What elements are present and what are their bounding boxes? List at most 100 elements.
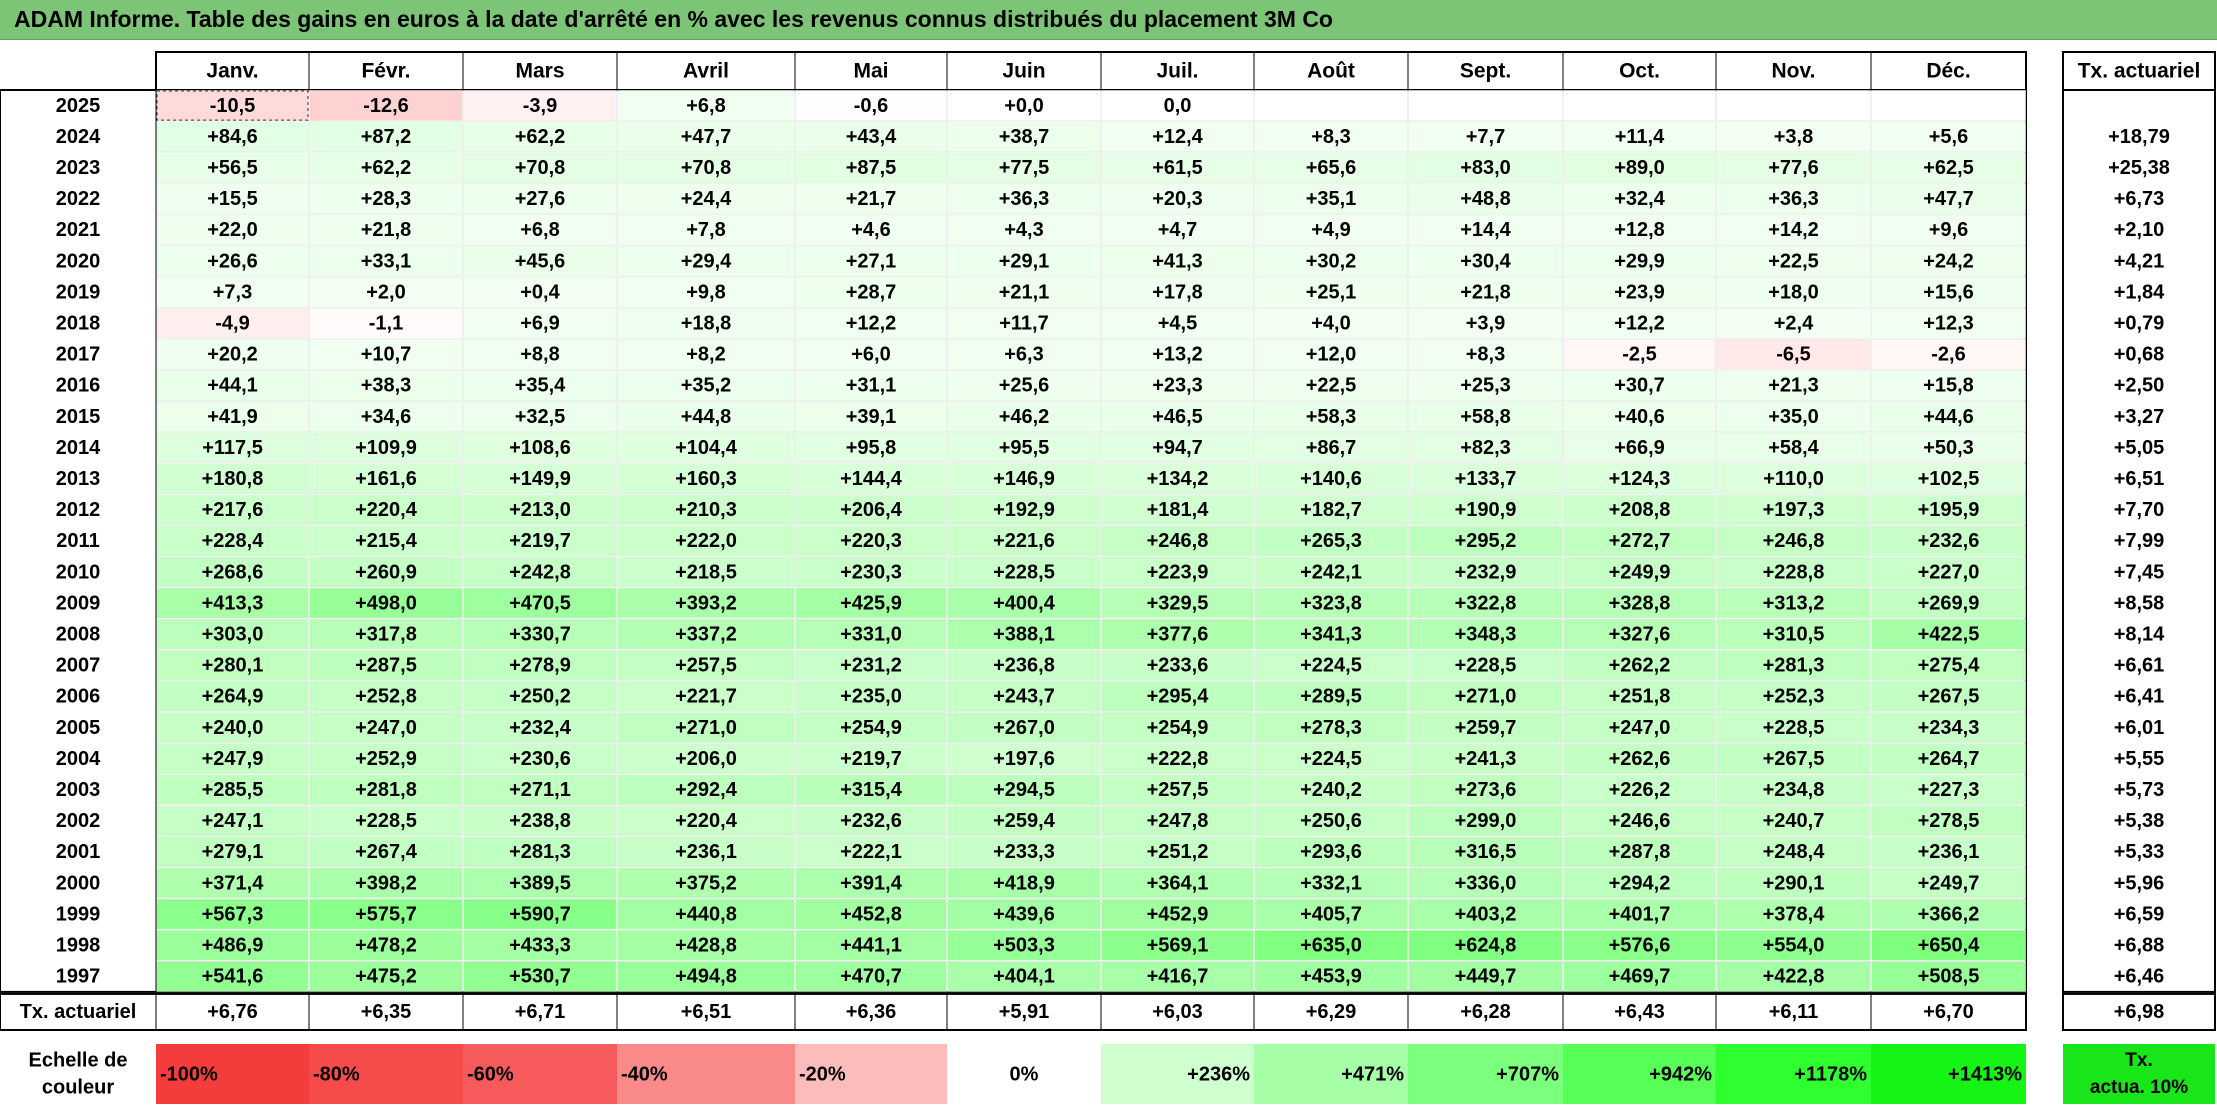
gain-cell [309, 183, 463, 215]
gain-cell [947, 805, 1101, 837]
gain-value: +34,6 [361, 406, 412, 428]
gain-value: +66,9 [1614, 437, 1665, 459]
gain-cell [1871, 338, 2026, 370]
gain-value: +58,4 [1768, 437, 1819, 459]
gain-cell [617, 463, 795, 495]
scale-swatch [947, 1044, 1101, 1104]
gain-value: +310,5 [1763, 624, 1825, 646]
gain-cell [795, 494, 947, 526]
gain-value: +293,6 [1300, 841, 1362, 863]
gain-value: +62,2 [361, 157, 412, 179]
gain-cell [1408, 401, 1563, 432]
gain-value: +222,0 [675, 530, 737, 552]
gain-cell [1871, 463, 2026, 495]
footer-rate-cell [2062, 992, 2216, 1032]
gain-value: +336,0 [1455, 872, 1517, 894]
gain-value: +21,3 [1768, 375, 1819, 397]
gain-value: +250,2 [509, 686, 571, 708]
gain-cell [309, 152, 463, 184]
gain-cell [1563, 307, 1716, 339]
gain-value: +7,7 [1466, 126, 1505, 148]
month-header: Avril [683, 60, 729, 83]
gain-value: +224,5 [1300, 748, 1362, 770]
year-rate: +6,46 [2114, 966, 2165, 988]
gain-value: +257,5 [1147, 779, 1209, 801]
gain-value: +7,8 [686, 219, 725, 241]
gain-value: +267,5 [1763, 748, 1825, 770]
gain-value: +36,3 [999, 188, 1050, 210]
month-rate: +6,11 [1769, 1001, 1819, 1023]
gain-cell [309, 121, 463, 152]
gain-cell [1101, 649, 1254, 681]
gain-value: +65,6 [1306, 157, 1357, 179]
year-rate: +7,70 [2114, 499, 2165, 521]
gain-value: +242,8 [509, 561, 571, 583]
gain-cell [1871, 929, 2026, 961]
gain-value: +330,7 [509, 624, 571, 646]
gain-value: +508,5 [1918, 966, 1980, 988]
gain-value: +206,0 [675, 748, 737, 770]
month-rate: +6,51 [681, 1001, 732, 1023]
year-rate: +5,38 [2114, 810, 2165, 832]
gain-value: +12,4 [1152, 126, 1203, 148]
gain-cell [617, 836, 795, 868]
gain-value: +569,1 [1147, 935, 1209, 957]
gain-cell [1254, 183, 1408, 215]
gain-value: +117,5 [202, 437, 263, 459]
rate-scale-label: Tx. [2125, 1050, 2152, 1071]
gain-value: +240,2 [1300, 779, 1362, 801]
gain-cell [1563, 276, 1716, 308]
gain-cell [1101, 494, 1254, 526]
gain-value: +222,1 [840, 841, 902, 863]
scale-label: +942% [1649, 1063, 1712, 1085]
gain-cell [1716, 525, 1871, 557]
gain-cell [1101, 805, 1254, 837]
gain-value: +241,3 [1455, 748, 1517, 770]
month-header: Déc. [1926, 60, 1970, 83]
gain-value: +30,2 [1306, 250, 1357, 272]
gain-value: +108,6 [509, 437, 571, 459]
month-rate: +6,43 [1614, 1001, 1665, 1023]
footer-label: Tx. actuariel [20, 1001, 137, 1023]
gain-cell [1563, 432, 1716, 464]
gain-cell [1408, 774, 1563, 806]
gain-value: +279,1 [202, 841, 264, 863]
gain-value: +425,9 [840, 592, 902, 614]
gain-value: +247,9 [202, 748, 264, 770]
gain-value: +218,5 [675, 561, 737, 583]
gain-value: +416,7 [1147, 966, 1209, 988]
gain-cell [947, 90, 1101, 121]
year-rate: +4,21 [2114, 250, 2165, 272]
gain-value: +327,6 [1609, 624, 1671, 646]
gain-value: +70,8 [515, 157, 566, 179]
gain-cell [1254, 960, 1408, 992]
year-rate: +5,96 [2114, 872, 2165, 894]
gain-value: +232,6 [1918, 530, 1980, 552]
gain-cell [1563, 214, 1716, 246]
gain-cell [463, 307, 617, 339]
year-rate: +3,27 [2114, 406, 2165, 428]
scale-swatch [463, 1044, 617, 1104]
gain-cell [1101, 338, 1254, 370]
gain-value: +6,8 [686, 95, 725, 117]
gain-value: +452,9 [1147, 903, 1209, 925]
gain-cell [309, 805, 463, 837]
gain-cell [1408, 867, 1563, 899]
gain-cell [1871, 898, 2026, 930]
gain-cell [795, 681, 947, 712]
gain-cell [1408, 681, 1563, 712]
gain-cell [1408, 743, 1563, 774]
gain-value: +371,4 [202, 872, 265, 894]
gain-cell [947, 649, 1101, 681]
gain-cell [617, 276, 795, 308]
gain-cell [795, 836, 947, 868]
gain-value: +337,2 [675, 624, 737, 646]
scale-swatch [309, 1044, 463, 1104]
gain-cell [309, 401, 463, 432]
gain-cell [1101, 152, 1254, 184]
year-label: 2024 [56, 126, 101, 148]
year-rate: +6,59 [2114, 903, 2165, 925]
gain-value: +24,4 [681, 188, 732, 210]
gain-cell [1563, 618, 1716, 650]
gain-cell [1101, 774, 1254, 806]
